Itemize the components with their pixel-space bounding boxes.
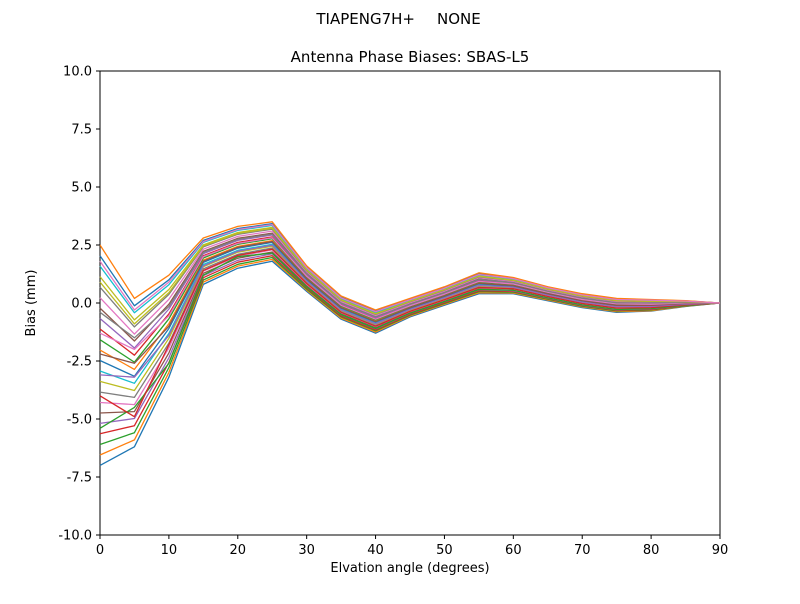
y-tick-label: 2.5 (71, 239, 92, 254)
series-line (99, 240, 721, 364)
suptitle-station: TIAPENG7H+ (315, 10, 415, 28)
x-tick-label: 40 (367, 543, 384, 558)
chart-title: Antenna Phase Biases: SBAS-L5 (291, 48, 530, 66)
x-axis-label: Elvation angle (degrees) (330, 561, 489, 576)
y-tick-label: 0.0 (71, 297, 92, 312)
suptitle-mode: NONE (437, 10, 481, 28)
series-line (99, 233, 721, 339)
y-tick-label: -2.5 (67, 355, 92, 370)
x-tick-label: 70 (574, 543, 591, 558)
y-tick-label: 5.0 (71, 181, 92, 196)
series-line (99, 258, 721, 456)
series-line (99, 221, 721, 311)
series-line (99, 230, 721, 335)
x-tick-label: 30 (298, 543, 315, 558)
axis-ticks: 0 10 20 30 40 50 60 70 80 90 -10.0 -7.5 -5.0 -2.5 0.0 2… (58, 65, 728, 559)
y-axis-label: Bias (mm) (24, 270, 39, 337)
x-tick-label: 20 (230, 543, 247, 558)
series-line (99, 223, 721, 313)
series-line (99, 248, 721, 418)
y-tick-label: -5.0 (67, 413, 92, 428)
x-tick-label: 50 (436, 543, 453, 558)
y-tick-label: -7.5 (67, 471, 92, 486)
y-tick-label: 7.5 (71, 123, 92, 138)
y-tick-label: 10.0 (63, 65, 92, 80)
x-tick-label: 80 (643, 543, 660, 558)
series-line (99, 244, 721, 378)
series-line (99, 227, 721, 325)
series-line (99, 252, 721, 429)
series-line (99, 260, 721, 466)
x-tick-label: 90 (712, 543, 729, 558)
x-tick-label: 10 (161, 543, 178, 558)
y-tick-label: -10.0 (58, 529, 92, 544)
x-tick-label: 60 (505, 543, 522, 558)
series-line (99, 237, 720, 351)
series-lines (99, 221, 721, 466)
x-tick-label: 0 (96, 543, 104, 558)
